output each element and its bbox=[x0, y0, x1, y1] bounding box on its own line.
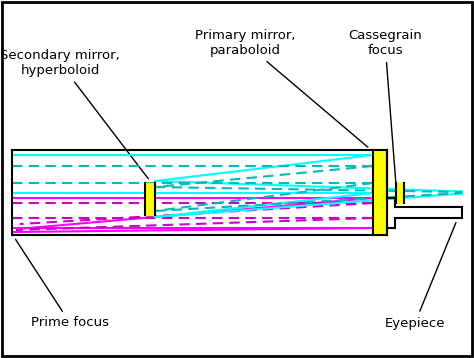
Text: Cassegrain
focus: Cassegrain focus bbox=[348, 29, 422, 195]
Bar bbox=[373, 150, 387, 235]
Text: Secondary mirror,
hyperboloid: Secondary mirror, hyperboloid bbox=[0, 49, 148, 179]
Text: Eyepiece: Eyepiece bbox=[385, 223, 456, 329]
Text: Primary mirror,
paraboloid: Primary mirror, paraboloid bbox=[195, 29, 368, 147]
Text: Prime focus: Prime focus bbox=[16, 240, 109, 329]
Bar bbox=[145, 183, 155, 215]
Bar bbox=[396, 183, 404, 203]
